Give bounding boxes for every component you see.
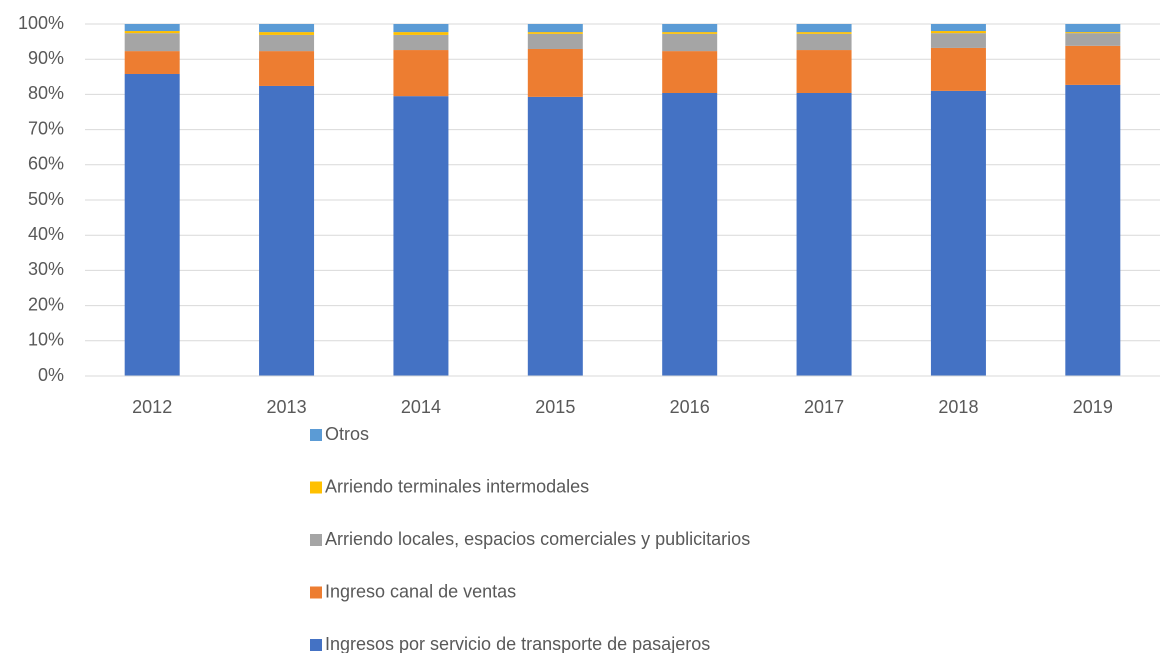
- bar-segment: [259, 85, 315, 377]
- bar-segment: [393, 32, 449, 35]
- bar-segment: [527, 33, 583, 49]
- x-tick-label: 2012: [132, 397, 172, 417]
- bar-segment: [393, 96, 449, 376]
- y-tick-label: 50%: [28, 189, 64, 209]
- x-tick-label: 2018: [938, 397, 978, 417]
- legend-swatch: [310, 481, 322, 494]
- bar-segment: [1065, 84, 1121, 376]
- bar-segment: [1065, 32, 1121, 34]
- bar-segment: [930, 24, 986, 32]
- y-tick-label: 20%: [28, 294, 64, 314]
- x-tick-label: 2014: [401, 397, 441, 417]
- bar-segment: [796, 32, 852, 34]
- bar-segment: [930, 47, 986, 91]
- bar-segment: [527, 24, 583, 33]
- y-tick-label: 60%: [28, 154, 64, 174]
- x-tick-label: 2016: [670, 397, 710, 417]
- bar-segment: [662, 92, 718, 376]
- bar-segment: [259, 24, 315, 33]
- bar-segment: [662, 33, 718, 52]
- x-tick-label: 2013: [267, 397, 307, 417]
- bar-segment: [796, 92, 852, 376]
- legend-label: Otros: [325, 424, 369, 444]
- bar-segment: [259, 32, 315, 35]
- bar-segment: [527, 32, 583, 34]
- bar-segment: [796, 24, 852, 33]
- bar-segment: [796, 50, 852, 93]
- bar-segment: [930, 31, 986, 34]
- bar-segment: [1065, 24, 1121, 33]
- y-tick-label: 90%: [28, 48, 64, 68]
- bar-segment: [662, 32, 718, 34]
- y-tick-label: 40%: [28, 224, 64, 244]
- legend-label: Ingreso canal de ventas: [325, 581, 516, 601]
- bar-segment: [259, 51, 315, 86]
- bar-segment: [1065, 33, 1121, 46]
- bar-segment: [124, 24, 180, 32]
- bar-segment: [796, 33, 852, 51]
- legend-label: Arriendo terminales intermodales: [325, 476, 589, 496]
- bar-segment: [124, 31, 180, 34]
- legend-label: Ingresos por servicio de transporte de p…: [325, 634, 710, 653]
- bar-segment: [662, 24, 718, 33]
- legend-label: Arriendo locales, espacios comerciales y…: [325, 529, 750, 549]
- y-tick-label: 80%: [28, 83, 64, 103]
- bar-segment: [930, 33, 986, 48]
- bar-segment: [662, 51, 718, 93]
- y-tick-label: 0%: [38, 365, 64, 385]
- x-tick-label: 2017: [804, 397, 844, 417]
- bar-segment: [124, 33, 180, 52]
- bar-segment: [259, 34, 315, 52]
- x-tick-label: 2019: [1073, 397, 1113, 417]
- y-tick-label: 70%: [28, 118, 64, 138]
- bar-segment: [527, 48, 583, 97]
- legend-swatch: [310, 639, 322, 651]
- bar-segment: [393, 50, 449, 97]
- x-tick-label: 2015: [535, 397, 575, 417]
- bar-segment: [124, 73, 180, 376]
- bar-segment: [124, 51, 180, 74]
- legend-swatch: [310, 586, 322, 599]
- y-tick-label: 10%: [28, 330, 64, 350]
- bar-segment: [1065, 45, 1121, 85]
- y-tick-label: 100%: [18, 13, 64, 33]
- legend-swatch: [310, 429, 322, 441]
- legend-swatch: [310, 534, 322, 546]
- y-tick-label: 30%: [28, 259, 64, 279]
- bar-segment: [930, 90, 986, 376]
- bar-segment: [527, 96, 583, 376]
- bar-segment: [393, 24, 449, 33]
- bar-segment: [393, 34, 449, 51]
